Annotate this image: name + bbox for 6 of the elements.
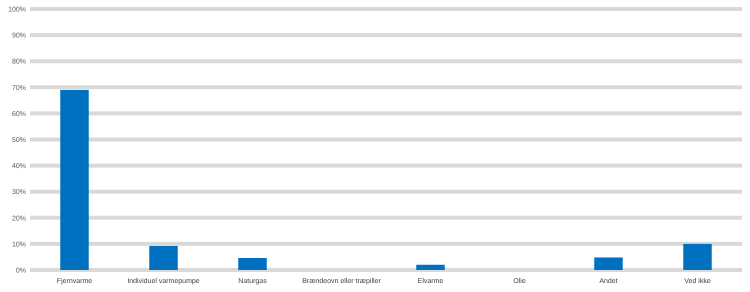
bar [416, 264, 445, 270]
bar [594, 257, 623, 270]
bar [60, 90, 89, 270]
bar [238, 258, 267, 270]
bar [149, 246, 178, 270]
bar [683, 244, 712, 270]
